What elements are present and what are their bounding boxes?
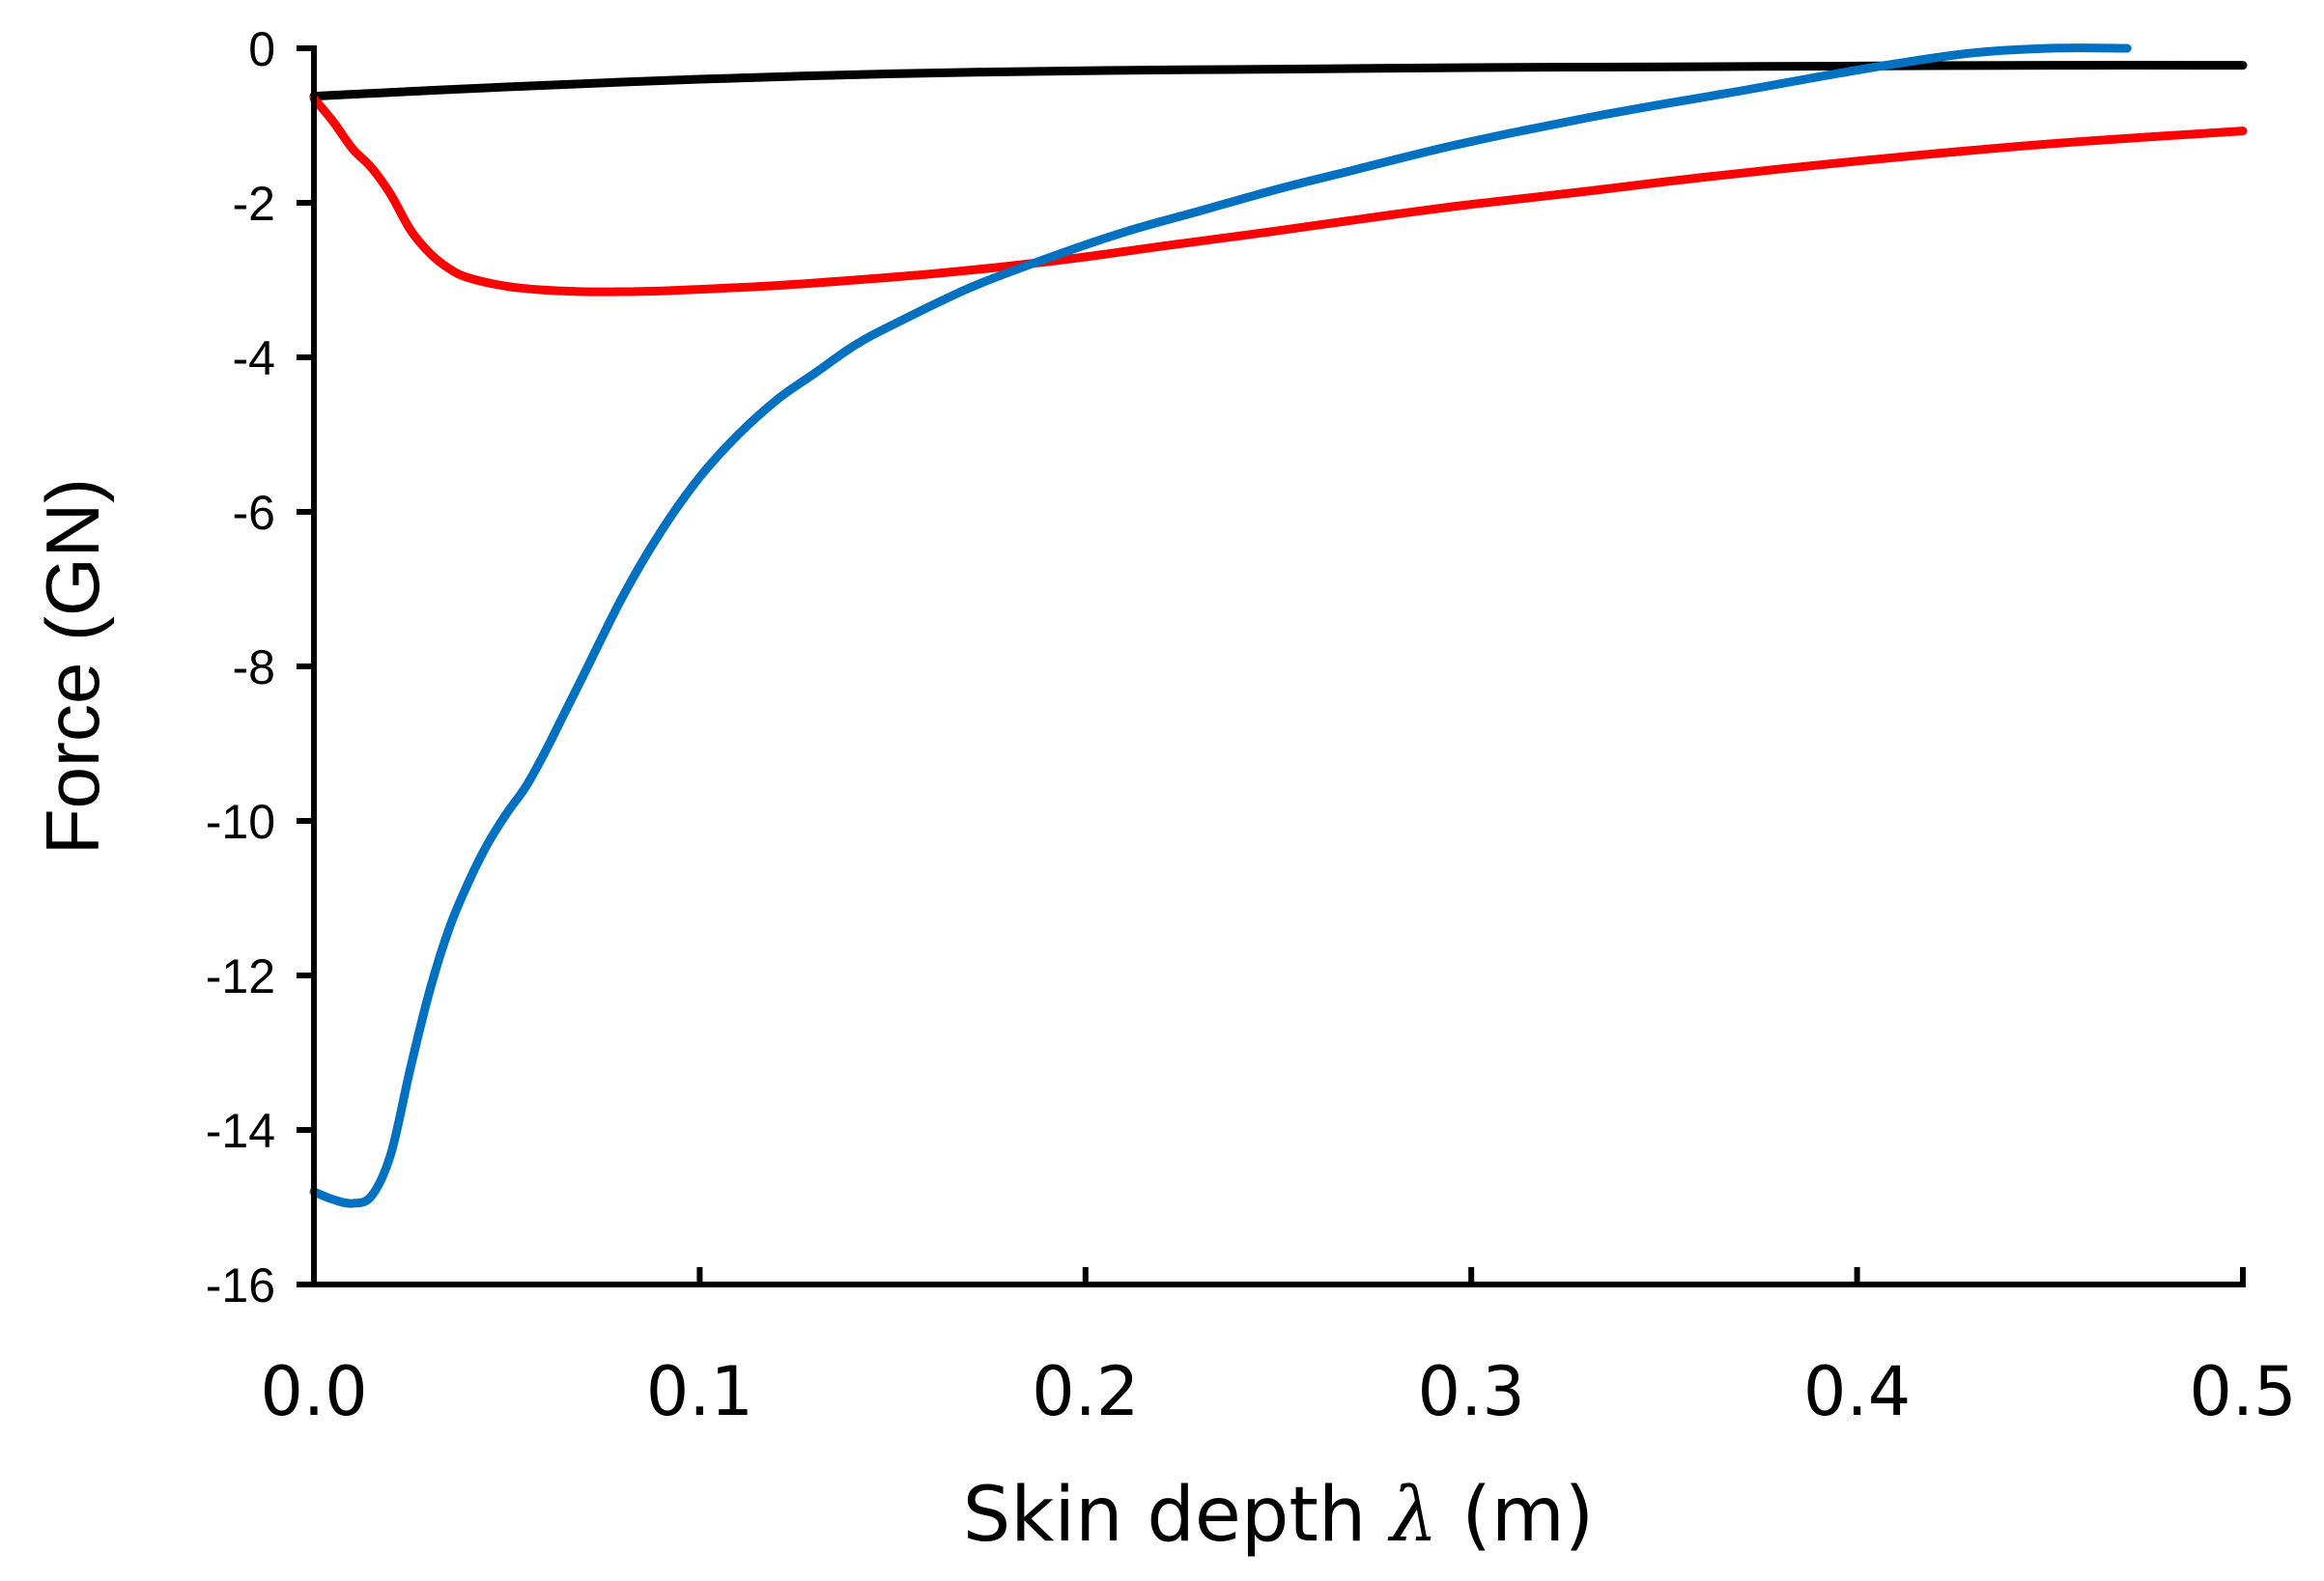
x-tick-label: 0.5 (2189, 1352, 2296, 1431)
y-axis-label: Force (GN) (30, 478, 115, 855)
x-tick-label: 0.0 (260, 1352, 367, 1431)
y-tick-label: -12 (206, 949, 275, 1003)
x-tick-label: 0.2 (1032, 1352, 1139, 1431)
series-line-blue (309, 43, 2132, 1208)
y-tick-label: -10 (206, 795, 275, 849)
y-tick-label: -6 (233, 486, 275, 540)
y-tick-label: -14 (206, 1104, 275, 1158)
x-axis-label-suffix: (m) (1438, 1472, 1595, 1559)
y-tick-label: -16 (206, 1258, 275, 1313)
y-tick-label: -2 (233, 177, 275, 231)
x-tick-label: 0.1 (646, 1352, 753, 1431)
series-line-black (309, 61, 2248, 101)
y-tick-label: -8 (233, 640, 275, 694)
series-lines (309, 43, 2248, 1208)
x-axis-label-prefix: Skin depth (963, 1472, 1390, 1559)
y-tick-label: -4 (233, 331, 275, 385)
x-ticks: 0.0 0.1 0.2 0.3 0.4 0.5 (260, 1267, 2297, 1431)
series-line-red (309, 94, 2248, 296)
x-axis-label-symbol: λ (1387, 1472, 1437, 1559)
y-ticks: 0 -2 -4 -6 -8 -10 -12 -14 -16 (206, 22, 314, 1313)
y-tick-label: 0 (248, 22, 275, 76)
x-tick-label: 0.3 (1418, 1352, 1525, 1431)
x-axis-label: Skin depth λ (m) (963, 1472, 1594, 1559)
x-tick-label: 0.4 (1803, 1352, 1911, 1431)
